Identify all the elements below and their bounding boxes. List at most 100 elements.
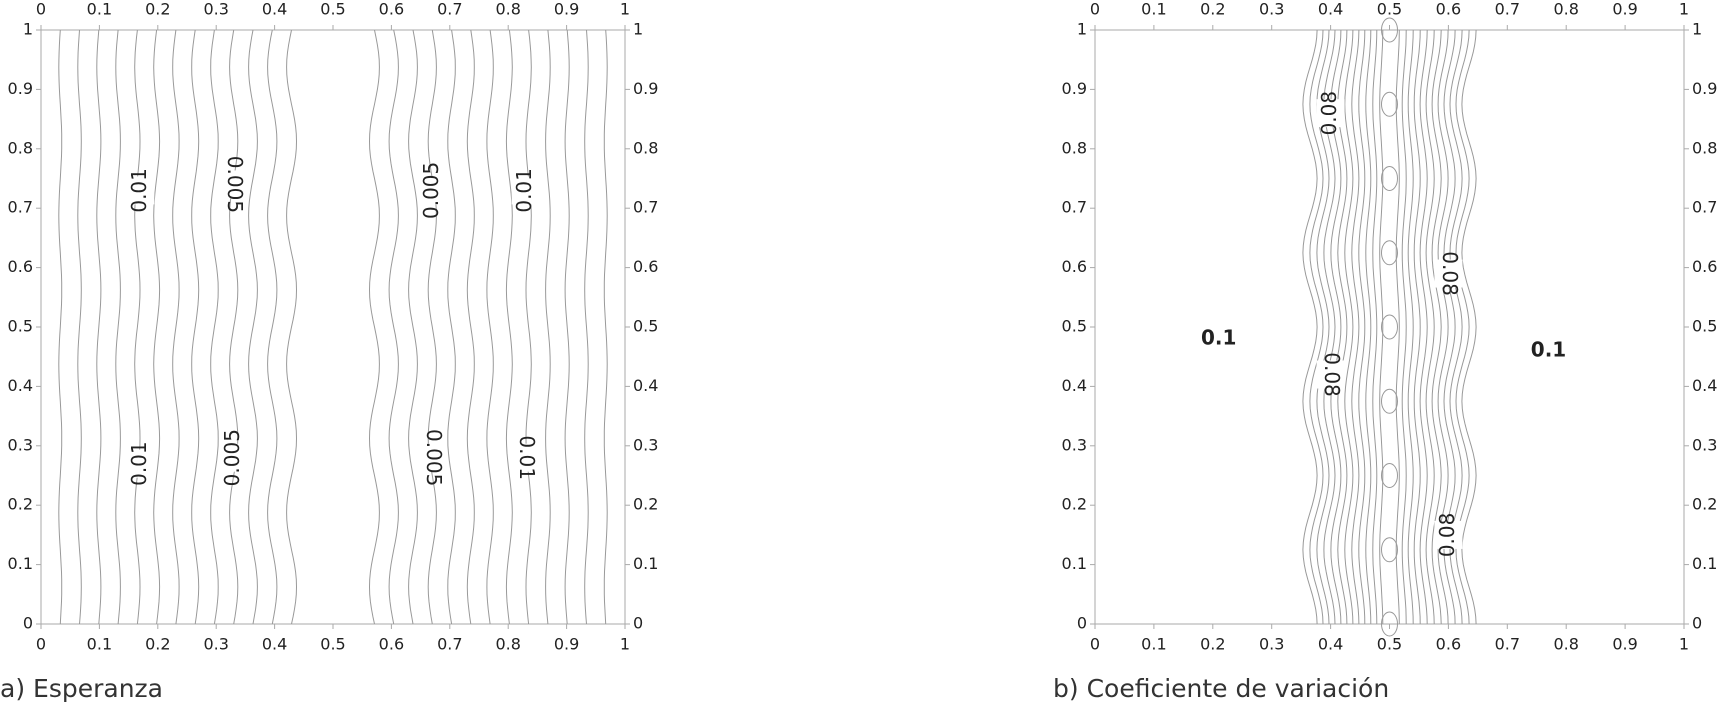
y-tick-label: 0.9: [1062, 79, 1087, 98]
x-tick-label: 0.6: [1436, 0, 1461, 19]
contour-line: [1431, 29, 1442, 625]
x-tick-label: 0.9: [554, 635, 579, 654]
x-tick-label: 0.1: [87, 0, 112, 19]
x-tick-label: 0.8: [1553, 0, 1578, 19]
contour-line: [427, 29, 437, 625]
contour-label: 0.005: [422, 429, 446, 486]
contour-line: [1330, 29, 1342, 625]
contour-label: 0.08: [1435, 513, 1459, 558]
x-tick-label: 0.9: [1612, 635, 1637, 654]
contour-line: [1381, 537, 1398, 563]
y-tick-label: 0.9: [633, 79, 658, 98]
contour-line: [1395, 29, 1400, 625]
y-tick-label: 0.7: [1062, 198, 1087, 217]
contour-label: 0.01: [512, 168, 536, 213]
contour-label: 0.005: [223, 156, 247, 213]
contour-line: [267, 29, 278, 625]
contour-line: [210, 29, 219, 625]
x-tick-label: 0.7: [1495, 0, 1520, 19]
contour-line: [388, 29, 399, 625]
x-tick-label: 1: [620, 0, 630, 19]
y-tick-label: 0: [23, 614, 33, 633]
contour-label-bg: [511, 176, 540, 205]
x-tick-label: 0.1: [1141, 0, 1166, 19]
contour-label: 0.08: [1317, 91, 1341, 136]
y-tick-label: 1: [633, 20, 643, 39]
contour-line: [1379, 29, 1384, 625]
x-tick-label: 0.9: [554, 0, 579, 19]
contour-label-bg: [1316, 360, 1345, 389]
x-tick-label: 0.6: [379, 0, 404, 19]
y-tick-label: 0.7: [1692, 198, 1717, 217]
x-tick-label: 0.8: [1553, 635, 1578, 654]
contour-line: [584, 29, 589, 625]
y-tick-label: 0: [1077, 614, 1087, 633]
contour-line: [1381, 463, 1398, 488]
contour-label: 0.1: [1201, 325, 1236, 349]
contour-label-bg: [511, 443, 540, 472]
x-tick-label: 0.8: [495, 0, 520, 19]
contour-line: [1461, 29, 1477, 625]
y-tick-label: 0.1: [1062, 554, 1087, 573]
contour-line: [1323, 29, 1336, 625]
y-tick-label: 0.1: [633, 554, 658, 573]
x-tick-label: 0.6: [379, 635, 404, 654]
contour-label: 0.08: [1320, 352, 1344, 397]
y-tick-label: 0.2: [1692, 495, 1717, 514]
contour-line: [1381, 166, 1398, 191]
x-tick-label: 0.2: [145, 635, 170, 654]
y-tick-label: 1: [23, 20, 33, 39]
y-tick-label: 0.4: [633, 376, 658, 395]
x-tick-label: 0.4: [1318, 0, 1343, 19]
x-tick-label: 0.5: [320, 635, 345, 654]
x-tick-label: 0.2: [1200, 635, 1225, 654]
contour-label: 0.08: [1438, 251, 1462, 296]
contour-label-bg: [126, 176, 155, 205]
contour-label: 0.005: [419, 162, 443, 219]
y-tick-label: 0.8: [633, 138, 658, 157]
x-tick-label: 0.5: [1377, 0, 1402, 19]
contour-line: [115, 29, 121, 625]
y-tick-label: 0.2: [633, 495, 658, 514]
y-tick-label: 0.3: [1692, 435, 1717, 454]
contour-line: [172, 29, 180, 625]
contour-line: [96, 29, 102, 625]
contour-label: 0.01: [515, 435, 539, 480]
y-tick-label: 0.3: [633, 435, 658, 454]
contour-line: [1372, 29, 1378, 625]
y-tick-label: 0.4: [1062, 376, 1087, 395]
y-tick-label: 0.1: [1692, 554, 1717, 573]
y-tick-label: 0.5: [8, 317, 33, 336]
y-tick-label: 0.7: [8, 198, 33, 217]
contour-line: [1316, 29, 1330, 625]
x-tick-label: 0.9: [1612, 0, 1637, 19]
x-tick-label: 0.7: [437, 0, 462, 19]
contour-line: [1381, 314, 1398, 340]
x-tick-label: 0.1: [1141, 635, 1166, 654]
x-tick-label: 0.3: [1259, 0, 1284, 19]
contour-line: [1309, 29, 1324, 625]
y-tick-label: 0.5: [633, 317, 658, 336]
y-tick-label: 0.2: [1062, 495, 1087, 514]
contour-line: [1344, 29, 1354, 625]
y-tick-label: 0.6: [8, 257, 33, 276]
y-tick-label: 0.6: [633, 257, 658, 276]
contour-line: [1358, 29, 1366, 625]
contour-line: [134, 29, 141, 625]
contour-line: [368, 29, 380, 625]
y-tick-label: 1: [1077, 20, 1087, 39]
plot: 0 0 0.1 0.1 0.2 0.2 0.3 0.3 0.4 0.4 0.5 0.5 0.6 0.6 0.…: [1053, 0, 1717, 703]
x-tick-label: 0.6: [1436, 635, 1461, 654]
plot: 000.10.10.20.20.30.30.40.40.50.50.60.60.…: [0, 0, 658, 703]
y-tick-label: 0.8: [1692, 138, 1717, 157]
contour-line: [1365, 29, 1372, 625]
caption: b) Coeficiente de variación: [1053, 674, 1389, 703]
contour-line: [525, 29, 532, 625]
contour-line: [77, 29, 82, 625]
y-tick-label: 0.5: [1062, 317, 1087, 336]
x-tick-label: 1: [1679, 0, 1689, 19]
contour-line: [564, 29, 570, 625]
contour-label-bg: [418, 443, 447, 472]
contour-line: [153, 29, 161, 625]
x-tick-label: 0: [1090, 0, 1100, 19]
